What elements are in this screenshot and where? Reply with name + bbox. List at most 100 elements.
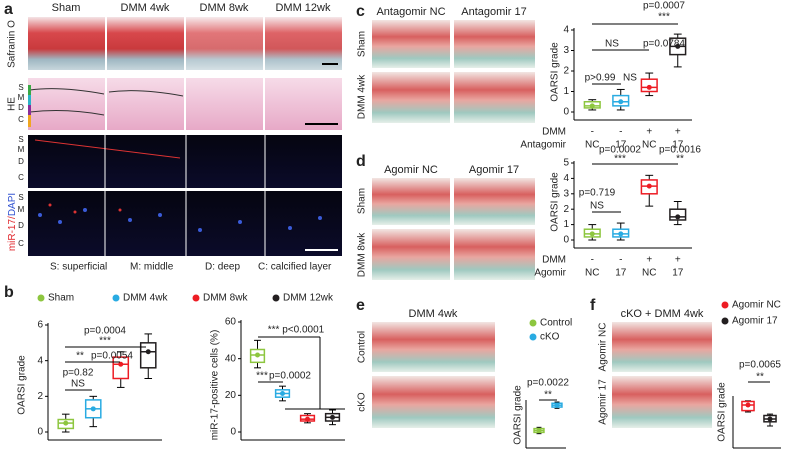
- layer-label: M: [18, 93, 25, 102]
- box-point: [118, 361, 124, 367]
- annotation: p=0.0004: [84, 326, 126, 337]
- annotation: p=0.0002: [269, 371, 311, 382]
- annotation: NS: [623, 73, 637, 84]
- row-label: Sham: [357, 31, 368, 57]
- annotation: *** p<0.0001: [268, 325, 325, 336]
- column-header: DMM 8wk: [200, 2, 249, 14]
- legend-dot: [529, 319, 537, 327]
- layer-legend: C: calcified layer: [258, 262, 332, 273]
- annotation: p=0.0007: [643, 1, 685, 12]
- y-tick-label: 1: [563, 219, 569, 230]
- x-tick-label: 17: [672, 140, 684, 151]
- annotation: p=0.719: [579, 188, 616, 199]
- x-tick-label: -: [591, 127, 594, 138]
- x-tick-label: -: [619, 127, 622, 138]
- y-axis-label: OARSI grade: [550, 172, 561, 232]
- layer-label: C: [18, 239, 24, 248]
- y-axis-label: OARSI grade: [513, 385, 524, 445]
- legend-entry: Agomir 17: [732, 316, 778, 327]
- column-header: cKO + DMM 4wk: [621, 308, 704, 320]
- layer-label: S: [18, 193, 23, 202]
- y-tick-label: 2: [563, 66, 569, 77]
- layer-label: C: [18, 115, 24, 124]
- box-point: [589, 103, 595, 109]
- panel-letter: f: [590, 297, 596, 314]
- x-tick-label: NC: [585, 268, 599, 279]
- layer-label: S: [18, 83, 23, 92]
- x-tick-label: +: [646, 127, 652, 138]
- y-tick-label: 5: [563, 158, 569, 169]
- y-axis-label: miR-17-positive cells (%): [210, 330, 221, 441]
- layer-label: D: [18, 103, 24, 112]
- annotation: ***: [99, 336, 111, 347]
- x-tick-label: +: [675, 255, 681, 266]
- x-row-label: Agomir: [534, 268, 566, 279]
- column-header: DMM 4wk: [409, 308, 458, 320]
- x-row-label: Antagomir: [520, 140, 566, 151]
- annotation: p=0.0002: [599, 145, 641, 156]
- box-point: [280, 391, 285, 396]
- y-tick-label: 20: [225, 390, 237, 401]
- column-header: Agomir 17: [469, 164, 519, 176]
- y-tick-label: 0: [563, 107, 569, 118]
- row-label: Agomir NC: [598, 323, 609, 372]
- layer-label: C: [18, 173, 24, 182]
- box-point: [330, 414, 335, 420]
- legend-dot: [37, 294, 45, 302]
- annotation: NS: [605, 39, 619, 50]
- panel-letter: d: [356, 153, 366, 170]
- box-point: [745, 402, 751, 408]
- x-tick-label: -: [619, 255, 622, 266]
- column-header: Antagomir NC: [376, 6, 445, 18]
- legend-dot: [192, 294, 200, 302]
- legend-entry: cKO: [540, 332, 560, 343]
- x-tick-label: +: [675, 127, 681, 138]
- legend-entry: DMM 12wk: [283, 293, 334, 304]
- y-tick-label: 2: [563, 204, 569, 215]
- box-point: [646, 183, 652, 189]
- layer-legend: D: deep: [205, 262, 240, 273]
- legend-dot: [721, 301, 729, 309]
- row-label: DMM 4wk: [357, 74, 368, 119]
- row-label: Control: [357, 331, 368, 363]
- column-header: Antagomir 17: [461, 6, 526, 18]
- y-tick-label: 40: [225, 353, 237, 364]
- column-header: Sham: [52, 2, 81, 14]
- y-tick-label: 2: [37, 391, 43, 402]
- annotation: **: [756, 372, 764, 383]
- legend-dot: [529, 333, 537, 341]
- annotation: ***: [658, 12, 670, 23]
- row-label: DMM 8wk: [357, 232, 368, 277]
- layer-label: M: [18, 145, 25, 154]
- box-point: [90, 406, 96, 412]
- x-row-label: DMM: [542, 127, 566, 138]
- y-axis-label: OARSI grade: [550, 42, 561, 102]
- panel-letter: e: [356, 297, 365, 314]
- x-tick-label: 17: [672, 268, 684, 279]
- layer-label: D: [18, 221, 24, 230]
- layer-legend: S: superficial: [50, 262, 107, 273]
- y-tick-label: 4: [37, 355, 43, 366]
- box-point: [767, 416, 773, 422]
- layer-label: S: [18, 135, 23, 144]
- row-label: Safranin O: [7, 20, 18, 68]
- dapi-label: DAPI: [7, 193, 18, 216]
- box-point: [145, 349, 151, 355]
- y-tick-label: 0: [37, 427, 43, 438]
- annotation: p=0.0054: [91, 351, 133, 362]
- panel-letter: a: [4, 1, 13, 18]
- annotation: p=0.0016: [659, 145, 701, 156]
- x-tick-label: -: [591, 255, 594, 266]
- row-label: HE: [7, 97, 18, 111]
- x-tick-label: NC: [642, 268, 656, 279]
- legend-dot: [112, 294, 120, 302]
- box-point: [255, 352, 260, 358]
- legend-entry: Sham: [48, 293, 74, 304]
- x-tick-label: NC: [585, 140, 599, 151]
- y-tick-label: 4: [563, 25, 569, 36]
- box-point: [589, 231, 595, 237]
- annotation: p=0.0065: [739, 360, 781, 371]
- y-tick-label: 60: [225, 317, 237, 328]
- box-point: [675, 214, 681, 220]
- annotation: ***: [614, 154, 626, 165]
